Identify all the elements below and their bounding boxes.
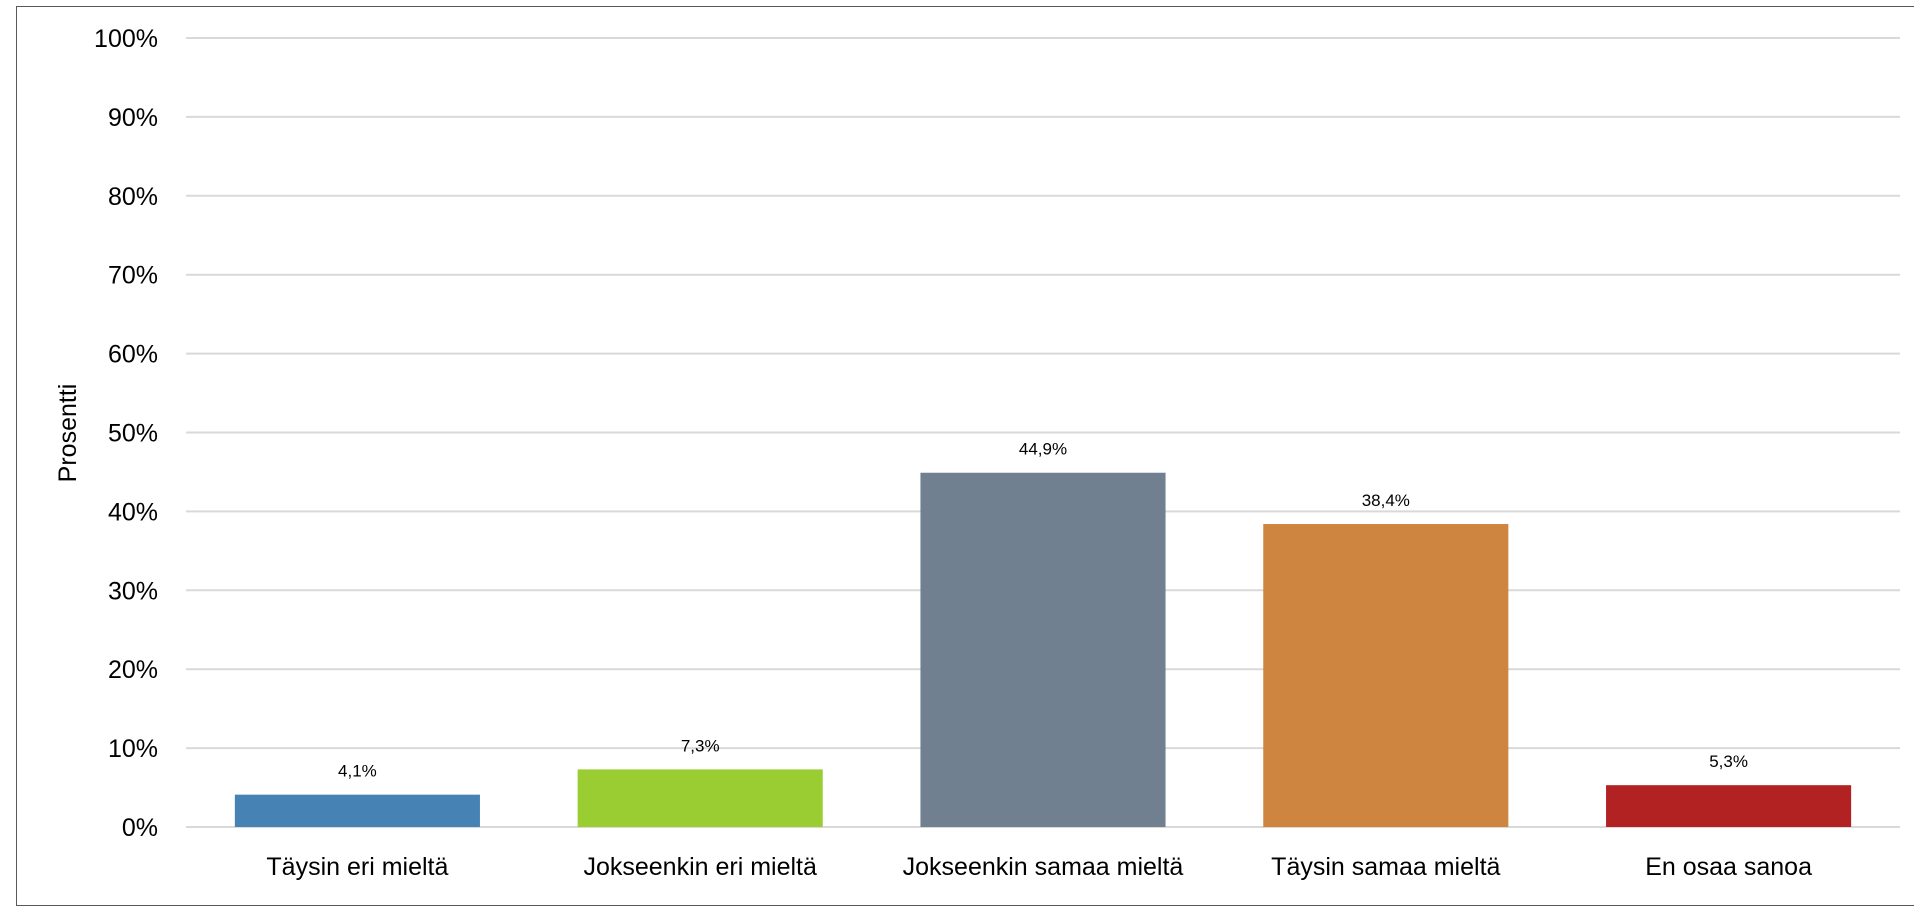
category-labels: Täysin eri mieltä Jokseenkin eri mieltä Jo… — [266, 853, 1812, 881]
bar — [234, 794, 480, 827]
y-tick-label: 70% — [108, 262, 158, 290]
bar — [1606, 785, 1852, 827]
y-tick-label: 100% — [94, 25, 158, 53]
y-tick-label: 80% — [108, 183, 158, 211]
data-label: 38,4% — [1362, 491, 1410, 510]
y-tick-label: 0% — [122, 814, 158, 842]
bar — [577, 769, 823, 827]
y-tick-label: 60% — [108, 341, 158, 369]
y-tick-label: 90% — [108, 104, 158, 132]
bar — [1263, 524, 1509, 827]
y-tick-label: 40% — [108, 498, 158, 526]
bar — [920, 472, 1166, 827]
x-category-label: Täysin eri mieltä — [266, 853, 448, 881]
y-axis-ticks: 0% 10% 20% 30% 40% 50% 60% 70% 80% 90% 100% — [94, 25, 158, 842]
data-label: 7,3% — [681, 736, 720, 755]
data-label: 4,1% — [338, 762, 377, 781]
y-tick-label: 30% — [108, 577, 158, 605]
x-category-label: En osaa sanoa — [1645, 853, 1812, 881]
y-tick-label: 20% — [108, 656, 158, 684]
bars — [234, 472, 1852, 827]
y-axis-title: Prosentti — [54, 384, 82, 483]
y-tick-label: 50% — [108, 420, 158, 448]
x-category-label: Jokseenkin eri mieltä — [583, 853, 817, 881]
x-category-label: Jokseenkin samaa mieltä — [903, 853, 1184, 881]
x-category-label: Täysin samaa mieltä — [1271, 853, 1500, 881]
data-labels: 4,1% 7,3% 44,9% 38,4% 5,3% — [338, 440, 1748, 781]
data-label: 44,9% — [1019, 440, 1067, 459]
y-tick-label: 10% — [108, 735, 158, 763]
data-label: 5,3% — [1709, 752, 1748, 771]
